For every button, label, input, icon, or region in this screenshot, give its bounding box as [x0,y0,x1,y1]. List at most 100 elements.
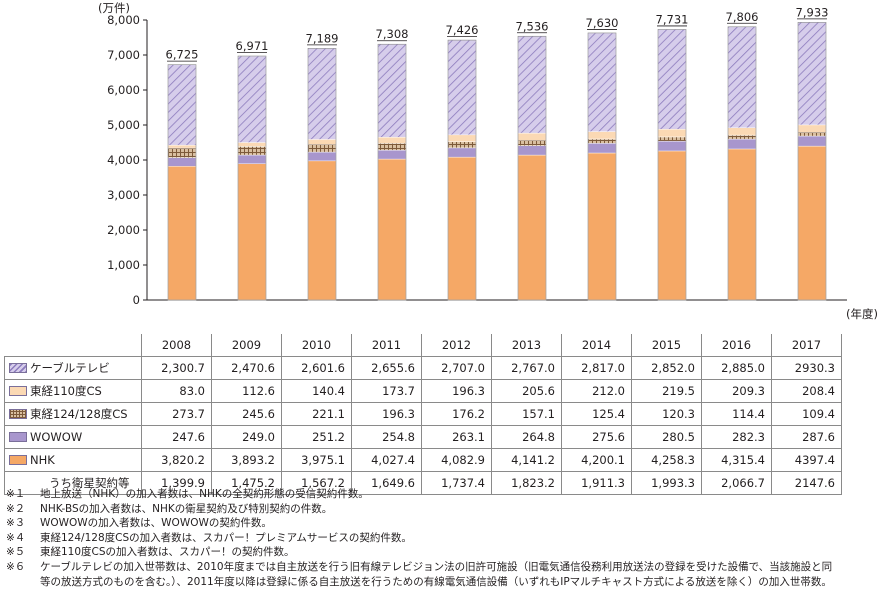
data-label: 157.1 [491,402,562,426]
legend-swatch [9,455,27,465]
y-tick-label: 0 [133,293,140,307]
data-label: 2,817.0 [561,356,632,380]
bar-segment [797,135,827,147]
bar-outline [657,29,687,301]
legend-label: NHK [30,453,55,467]
data-label: 254.8 [351,425,422,449]
data-label: 196.3 [351,402,422,426]
data-label: 2,707.0 [421,356,492,380]
series-label-cell: WOWOW [4,425,142,449]
data-label: 263.1 [421,425,492,449]
data-label: 1,475.2 [211,471,282,495]
data-label: 249.0 [211,425,282,449]
extra-row-label: うち衛星契約等 [4,471,142,495]
x-tick-label: 2012 [421,334,492,357]
bar-series-group [167,22,827,301]
bar-total-label: 7,189 [306,31,339,45]
data-label: 2,601.6 [281,356,352,380]
bar-segment [517,145,547,156]
data-label: 125.4 [561,402,632,426]
series-label-cell: NHK [4,448,142,472]
table-row: WOWOW 247.6 249.0 251.2 254.8 263.1 264.8 275.6… [4,425,842,449]
data-label: 251.2 [281,425,352,449]
footnote: ※５ 東経110度CSの加入者数は、スカパー！の契約件数。 [6,545,882,560]
y-tick-label: 1,000 [107,258,140,272]
bar-segment [657,136,687,142]
data-label: 109.4 [771,402,842,426]
data-label: 4,027.4 [351,448,422,472]
footnotes: ※１ 地上放送（NHK）の加入者数は、NHKの全契約形態の受信契約件数。 ※２ NHK… [6,487,882,589]
bar-segment [167,166,197,301]
footnote-mark: ※２ [6,502,26,515]
data-label: 2,655.6 [351,356,422,380]
bar-segment [307,144,337,153]
data-label: 2,066.7 [701,471,772,495]
data-label: 208.4 [771,379,842,403]
bar-segment [237,154,267,164]
bar-segment [307,48,337,140]
x-tick-label: 2010 [281,334,352,357]
bar-segment [797,124,827,133]
bar-segment [447,156,477,301]
data-label: 2,470.6 [211,356,282,380]
data-label: 4,258.3 [631,448,702,472]
bar-segment [587,152,617,301]
bar-segment [727,138,757,150]
footnote-text: 地上放送（NHK）の加入者数は、NHKの全契約形態の受信契約件数。 [40,488,369,500]
legend-label: 東経124/128度CS [30,407,128,421]
data-table: 2008 2009 2010 2011 2012 2013 2014 2015 2016 2017… [4,334,842,495]
data-label: 264.8 [491,425,562,449]
legend-label: ケーブルテレビ [30,361,110,375]
table-row: 東経110度CS 83.0 112.6 140.4 173.7 196.3 205.6 212… [4,379,842,403]
bar-segment [377,136,407,144]
data-label: 1,823.2 [491,471,562,495]
bar-segment [797,145,827,301]
footnote-text: 東経110度CSの加入者数は、スカパー！の契約件数。 [40,546,295,559]
bar-segment [587,143,617,154]
series-label-cell: ケーブルテレビ [4,356,142,380]
series-label-cell: 東経110度CS [4,379,142,403]
bar-segment [237,163,267,301]
data-label: 3,893.2 [211,448,282,472]
legend-label: 東経110度CS [30,384,102,398]
bar-segment [167,157,197,167]
x-tick-label: 2015 [631,334,702,357]
bar-segment [447,147,477,158]
footnote-text: ケーブルテレビの加入世帯数は、2010年度までは自主放送を行う旧有線テレビジョン… [40,560,833,573]
bar-segment [307,151,337,162]
x-tick-label: 2013 [491,334,562,357]
bar-total-labels: 6,725 6,971 7,189 7,308 7,426 7,536 7,630 7,731… [166,5,829,61]
x-tick-label: 2008 [141,334,212,357]
table-row-satellite: うち衛星契約等 1,399.9 1,475.2 1,567.2 1,649.6 1,737… [4,471,842,495]
legend-label: WOWOW [30,430,83,444]
bar-outline [517,35,547,301]
bar-segment [657,140,687,152]
legend-swatch [9,363,27,373]
bar-total-label: 7,630 [586,16,619,30]
bar-segment [447,39,477,136]
bar-outline [447,39,477,301]
bar-segment [307,160,337,301]
footnote: ※２ NHK-BSの加入者数は、NHKの衛星契約及び特別契約の件数。 [6,502,882,517]
data-label: 3,820.2 [141,448,212,472]
bar-segment [657,129,687,138]
bar-segment [307,139,337,145]
footnote-text: 東経124/128度CSの加入者数は、スカパー！プレミアムサービスの契約件数。 [40,531,412,544]
bar-outline [797,22,827,301]
bar-total-label: 6,971 [236,39,269,53]
bar-segment [727,148,757,301]
data-label: 1,737.4 [421,471,492,495]
data-label: 2,300.7 [141,356,212,380]
data-label: 209.3 [701,379,772,403]
y-tick-label: 3,000 [107,188,140,202]
bar-total-label: 7,308 [376,27,409,41]
data-label: 176.2 [421,402,492,426]
bar-outline [587,32,617,301]
bar-outline [727,26,757,301]
series-label-cell: 東経124/128度CS [4,402,142,426]
footnote-mark: ※６ [6,560,26,573]
x-tick-label: 2009 [211,334,282,357]
data-label: 280.5 [631,425,702,449]
bar-segment [237,146,267,156]
data-label: 83.0 [141,379,212,403]
